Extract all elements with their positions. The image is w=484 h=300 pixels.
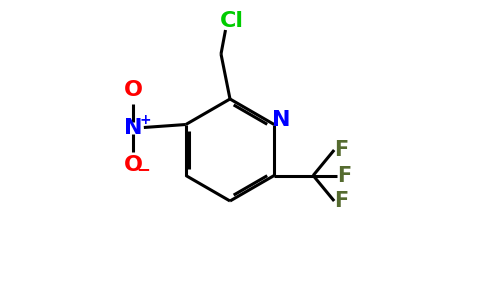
Text: +: + (139, 113, 151, 127)
Text: F: F (334, 140, 349, 160)
Text: −: − (136, 160, 150, 178)
Text: N: N (272, 110, 291, 130)
Text: N: N (124, 118, 143, 137)
Text: Cl: Cl (220, 11, 243, 31)
Text: O: O (124, 155, 143, 175)
Text: O: O (124, 80, 143, 100)
Text: F: F (337, 166, 352, 185)
Text: F: F (334, 191, 349, 211)
